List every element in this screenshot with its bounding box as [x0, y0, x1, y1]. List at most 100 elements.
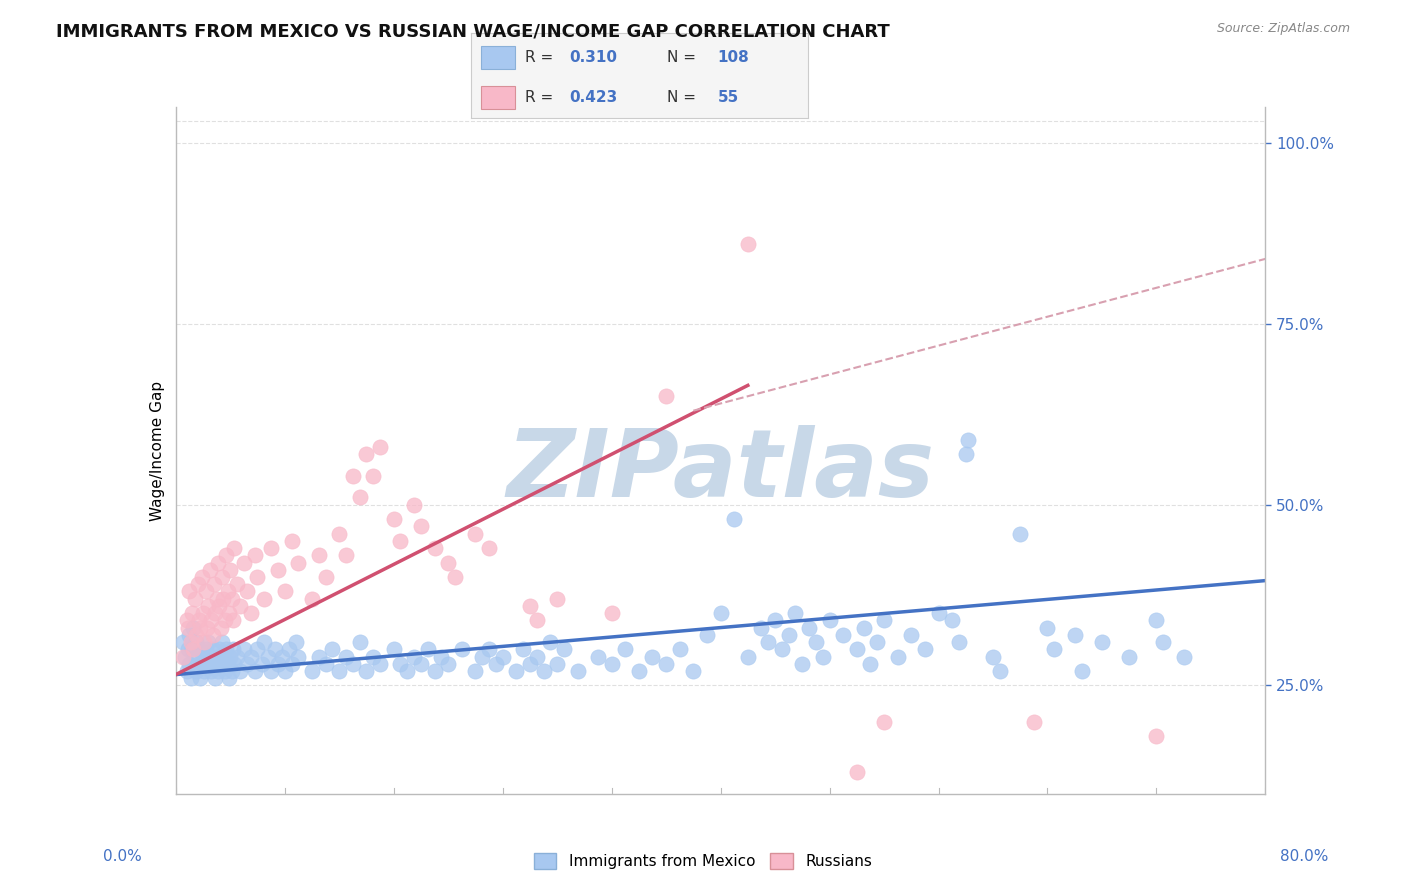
Point [229, 599, 252, 613]
Point [253, 635, 276, 649]
Point [301, 591, 323, 606]
Point [172, 635, 194, 649]
Point [239, 606, 262, 620]
Point [187, 642, 209, 657]
Point [873, 714, 896, 729]
Point [186, 657, 209, 671]
Point [232, 642, 254, 657]
Point [778, 628, 800, 642]
Point [818, 613, 841, 627]
Point [437, 556, 460, 570]
Point [1091, 635, 1114, 649]
Point [277, 642, 299, 657]
Point [191, 606, 214, 620]
Point [243, 664, 266, 678]
Text: N =: N = [666, 50, 700, 65]
Point [478, 642, 501, 657]
Point [264, 642, 287, 657]
Point [315, 657, 337, 671]
Point [526, 613, 548, 627]
Point [222, 613, 245, 627]
Point [194, 642, 217, 657]
Point [423, 541, 446, 555]
Point [723, 512, 745, 526]
Point [208, 642, 231, 657]
Point [211, 635, 233, 649]
Point [187, 613, 209, 627]
Text: 0.423: 0.423 [569, 90, 617, 105]
Point [804, 635, 827, 649]
Point [321, 642, 343, 657]
Point [811, 649, 834, 664]
Text: R =: R = [524, 90, 558, 105]
Point [186, 635, 208, 649]
Point [655, 389, 678, 403]
Point [209, 621, 232, 635]
Point [180, 671, 202, 685]
Text: 0.310: 0.310 [569, 50, 617, 65]
Point [217, 657, 239, 671]
Point [627, 664, 650, 678]
Point [361, 649, 384, 664]
Point [221, 591, 243, 606]
Point [218, 671, 240, 685]
Point [176, 664, 198, 678]
Point [941, 613, 963, 627]
Text: IMMIGRANTS FROM MEXICO VS RUSSIAN WAGE/INCOME GAP CORRELATION CHART: IMMIGRANTS FROM MEXICO VS RUSSIAN WAGE/I… [56, 22, 890, 40]
Point [1173, 649, 1195, 664]
Point [205, 591, 228, 606]
Point [214, 664, 236, 678]
Point [832, 628, 855, 642]
Point [1118, 649, 1140, 664]
Point [229, 664, 252, 678]
Point [519, 599, 541, 613]
Point [409, 657, 432, 671]
Point [512, 642, 534, 657]
Point [533, 664, 555, 678]
Point [207, 664, 229, 678]
Point [641, 649, 664, 664]
Point [342, 468, 364, 483]
Point [280, 533, 302, 548]
Point [866, 635, 889, 649]
Point [737, 649, 759, 664]
Point [204, 671, 226, 685]
Point [174, 649, 197, 664]
Point [193, 664, 215, 678]
Point [195, 657, 218, 671]
Point [200, 613, 222, 627]
Point [202, 657, 225, 671]
Point [224, 541, 246, 555]
Point [409, 519, 432, 533]
Point [859, 657, 882, 671]
Point [193, 635, 215, 649]
Point [538, 635, 561, 649]
Point [546, 591, 568, 606]
Point [886, 649, 908, 664]
Point [464, 526, 486, 541]
Point [981, 649, 1004, 664]
Point [464, 664, 486, 678]
Point [207, 556, 229, 570]
Point [600, 657, 623, 671]
Point [214, 613, 236, 627]
Point [186, 664, 208, 678]
Point [239, 649, 262, 664]
Point [181, 642, 204, 657]
Point [873, 613, 896, 627]
Point [177, 621, 200, 635]
Point [770, 642, 793, 657]
Point [190, 570, 212, 584]
Point [416, 642, 439, 657]
Point [274, 664, 297, 678]
Point [246, 642, 269, 657]
Point [186, 577, 209, 591]
Point [955, 447, 977, 461]
Point [204, 606, 226, 620]
Point [280, 657, 302, 671]
Text: 0.0%: 0.0% [103, 849, 142, 863]
Point [785, 606, 807, 620]
Point [274, 584, 297, 599]
Point [172, 649, 194, 664]
Point [267, 563, 290, 577]
